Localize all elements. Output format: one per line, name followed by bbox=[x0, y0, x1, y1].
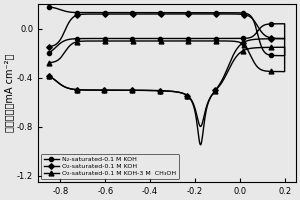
Y-axis label: 电流密度（mA cm⁻²）: 电流密度（mA cm⁻²） bbox=[4, 54, 14, 132]
Legend: N₂-saturated-0.1 M KOH, O₂-saturated-0.1 M KOH, O₂-saturated-0.1 M KOH-3 M  CH₃O: N₂-saturated-0.1 M KOH, O₂-saturated-0.1… bbox=[41, 154, 179, 179]
